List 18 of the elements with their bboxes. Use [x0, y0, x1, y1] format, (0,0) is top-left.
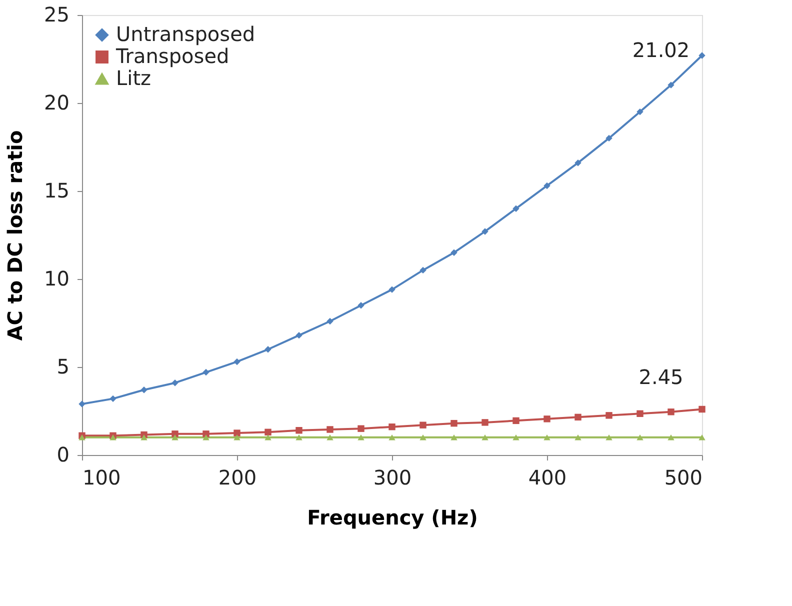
legend-label: Transposed — [115, 44, 230, 68]
legend-label: Untransposed — [116, 22, 256, 46]
y-tick-label: 5 — [56, 354, 70, 378]
x-tick-label: 400 — [528, 466, 567, 490]
y-tick-label: 0 — [56, 442, 70, 466]
y-tick-label: 20 — [44, 90, 70, 114]
x-tick-label: 500 — [664, 466, 702, 490]
y-axis-title: AC to DC loss ratio — [3, 130, 28, 341]
annotation: 2.45 — [638, 364, 684, 389]
annotation: 21.02 — [632, 38, 690, 62]
legend-label: Litz — [116, 66, 152, 90]
x-tick-label: 200 — [218, 466, 257, 490]
x-tick-label: 100 — [82, 466, 121, 490]
y-tick-label: 15 — [44, 178, 70, 202]
x-tick-label: 300 — [373, 466, 412, 490]
y-tick-label: 10 — [44, 266, 70, 290]
x-axis-title: Frequency (Hz) — [307, 506, 478, 530]
y-tick-label: 25 — [44, 2, 70, 26]
